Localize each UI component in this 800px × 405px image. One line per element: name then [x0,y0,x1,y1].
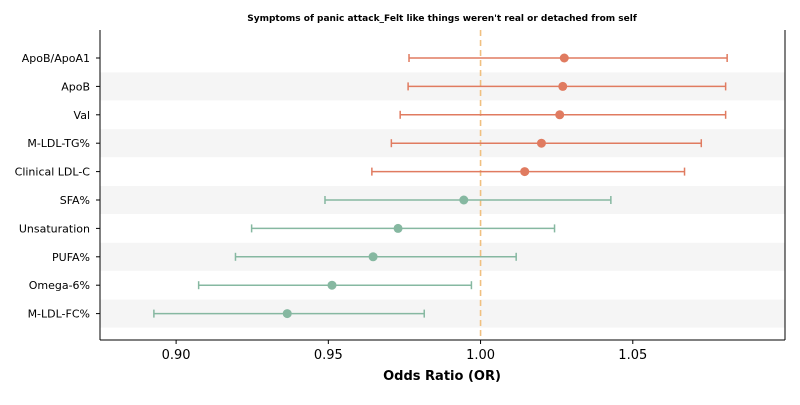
or-point [282,309,292,319]
or-point [393,223,403,233]
chart-title: Symptoms of panic attack_Felt like thing… [247,14,637,24]
or-point [459,195,469,205]
row-label: Omega-6% [29,279,90,292]
x-tick-label: 1.00 [466,348,495,363]
x-axis-title: Odds Ratio (OR) [383,369,501,384]
or-point [368,252,378,262]
row-label: Val [74,109,90,122]
or-point [558,81,568,91]
row-label: Clinical LDL-C [15,166,91,179]
or-point [520,167,530,177]
or-point [327,280,337,290]
row-label: PUFA% [52,251,90,264]
or-point [559,53,569,63]
axes: 0.90 0.95 1.00 1.05 [96,30,786,363]
or-point [536,138,546,148]
x-tick-label: 1.05 [618,348,647,363]
x-tick-label: 0.90 [162,348,191,363]
x-tick-label: 0.95 [314,348,343,363]
row-label: M-LDL-TG% [27,137,90,150]
row-labels: ApoB/ApoA1 ApoB Val M-LDL-TG% Clinical LDL-C… [15,52,91,321]
row-label: ApoB/ApoA1 [22,52,90,65]
row-label: M-LDL-FC% [28,308,90,321]
row-label: ApoB [61,80,90,93]
row-label: SFA% [60,194,90,207]
forest-marks [153,53,728,319]
or-point [555,110,565,120]
row-label: Unsaturation [19,222,90,235]
